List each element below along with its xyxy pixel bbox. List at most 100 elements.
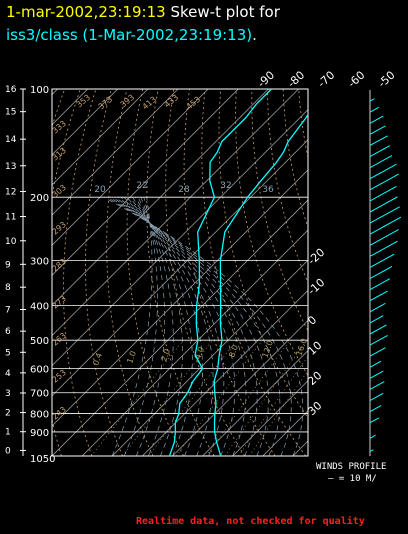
height-tick-label: 7 (5, 305, 11, 315)
wind-vector (369, 449, 374, 453)
isotherm-line (52, 199, 308, 456)
plot-subtitle: iss3/class (1-Mar-2002,23:19:13). (6, 26, 257, 44)
wind-vector (369, 434, 376, 439)
wind-vector (369, 173, 399, 191)
dry-adiabat-label: 353 (75, 93, 92, 110)
wind-vector (369, 98, 375, 102)
dry-adiabat-line (361, 89, 408, 456)
height-tick-label: 2 (5, 409, 11, 419)
pressure-tick-label: 300 (30, 256, 49, 267)
pressure-tick-label: 900 (30, 428, 49, 439)
subtitle-period: . (252, 26, 257, 44)
isotherm-tick-label: -10 (305, 276, 327, 298)
isotherm-tick-label: 0 (305, 313, 319, 327)
isotherm-tick-label: -90 (255, 69, 277, 91)
dry-adiabat-label: 393 (119, 93, 136, 110)
dry-adiabat-label: 273 (51, 294, 68, 311)
dry-adiabat-line (106, 89, 154, 456)
height-tick-label: 14 (5, 135, 17, 145)
wind-vector (369, 417, 380, 424)
wind-vector (369, 106, 380, 113)
height-tick-label: 5 (5, 348, 11, 358)
mixing-ratio-line (176, 339, 263, 456)
height-tick-label: 16 (5, 85, 17, 95)
moist-adiabat-label: 22 (136, 181, 147, 191)
isotherm-line (52, 139, 308, 397)
dewpoint-profile-line (168, 89, 272, 456)
wind-vector (369, 315, 384, 324)
isotherm-tick-label: -50 (376, 69, 398, 91)
wind-vector (369, 163, 397, 180)
isotherm-line (52, 89, 119, 156)
isotherm-line (262, 410, 308, 456)
isotherm-line (111, 259, 308, 456)
dry-adiabat-line (52, 89, 81, 456)
height-tick-label: 10 (5, 237, 17, 247)
moist-adiabat-line (135, 197, 166, 456)
isotherm-tick-label: -20 (305, 246, 327, 268)
subtitle-station: iss3/class (1-Mar-2002,23:19:13) (6, 26, 253, 44)
wind-vector (369, 381, 385, 390)
moist-adiabat-line (123, 196, 225, 456)
title-datetime: 1-mar-2002,23:19:13 (6, 3, 166, 21)
isotherm-line (142, 289, 308, 456)
wind-vector (369, 240, 398, 257)
mixing-ratio-label: 0.4 (91, 352, 104, 367)
moist-adiabat-line (123, 197, 158, 456)
moist-adiabat-line (106, 196, 292, 456)
moist-adiabat-line (132, 196, 193, 456)
mixing-ratio-label: 8.0 (227, 344, 240, 359)
mixing-ratio-label: 2.0 (159, 348, 172, 363)
wind-vector (369, 278, 391, 291)
profiles-layer (168, 89, 308, 456)
height-tick-label: 9 (5, 260, 11, 270)
isotherm-tick-label: -60 (345, 69, 367, 91)
height-tick-label: 1 (5, 428, 11, 438)
moist-adiabat-line (111, 197, 153, 456)
isotherm-tick-label: -40 (406, 69, 408, 91)
mixing-ratio-line (122, 339, 213, 456)
wind-vector (369, 266, 393, 279)
moist-adiabat-line (103, 196, 304, 456)
pressure-tick-label: 600 (30, 365, 49, 376)
isotherm-line (52, 89, 269, 306)
title-label: Skew-t plot for (170, 3, 280, 21)
dry-adiabat-line (165, 89, 245, 456)
height-tick-label: 6 (5, 327, 11, 337)
wind-vector (369, 334, 388, 346)
isotherm-line (52, 89, 209, 246)
plot-title: 1-mar-2002,23:19:13 Skew-t plot for (6, 3, 280, 21)
wind-vector (369, 370, 384, 379)
winds-profile-label: WINDS PROFILE (316, 462, 387, 472)
wind-vector (369, 253, 395, 268)
dry-adiabat-line (218, 89, 308, 419)
isotherm-line (172, 319, 308, 456)
pressure-tick-label: 500 (30, 336, 49, 347)
dry-adiabat-label: 333 (51, 119, 68, 136)
dry-adiabat-line (183, 89, 276, 456)
dry-adiabat-label: 413 (141, 95, 158, 112)
dry-adiabat-label: 433 (163, 93, 180, 110)
pressure-tick-label: 800 (30, 410, 49, 421)
moist-adiabat-line (126, 196, 214, 456)
dry-adiabat-line (85, 89, 123, 456)
wind-vector (369, 125, 386, 135)
grid-layer (52, 89, 408, 456)
isotherm-line (52, 109, 308, 367)
isotherm-line (52, 89, 179, 216)
moist-adiabat-label: 32 (220, 181, 231, 191)
mixing-ratio-line (90, 339, 184, 456)
isotherm-line (52, 169, 308, 427)
moist-adiabat-label: 28 (178, 185, 190, 195)
height-tick-label: 0 (5, 446, 11, 456)
height-tick-label: 13 (5, 162, 16, 172)
dry-adiabat-line (392, 89, 408, 456)
wind-vector (369, 229, 399, 246)
moist-adiabat-line (120, 196, 236, 456)
dry-adiabat-line (201, 89, 307, 456)
wind-vector (369, 302, 386, 313)
dry-adiabat-line (235, 89, 308, 377)
wind-vector (369, 392, 384, 401)
moist-adiabat-line (134, 197, 183, 456)
